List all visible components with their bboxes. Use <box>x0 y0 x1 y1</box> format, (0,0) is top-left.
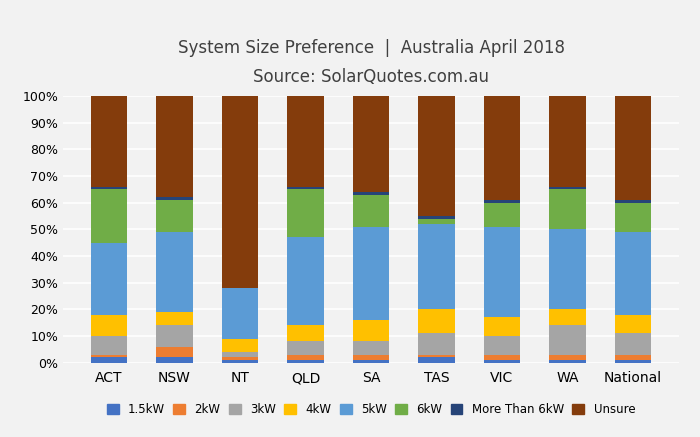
Bar <box>91 187 127 190</box>
Bar <box>550 96 585 187</box>
Title: System Size Preference  |  Australia April 2018
Source: SolarQuotes.com.au: System Size Preference | Australia April… <box>178 39 564 86</box>
Bar <box>615 200 651 203</box>
Bar <box>91 336 127 355</box>
Bar <box>353 195 389 227</box>
Bar <box>550 326 585 355</box>
Bar <box>288 96 323 187</box>
Bar <box>550 229 585 309</box>
Bar <box>615 315 651 333</box>
Bar <box>419 355 454 357</box>
Bar <box>419 357 454 363</box>
Bar <box>419 219 454 224</box>
Bar <box>157 96 193 198</box>
Bar <box>550 355 585 360</box>
Bar <box>353 192 389 195</box>
Bar <box>550 190 585 229</box>
Bar <box>91 96 127 187</box>
Bar <box>484 227 520 317</box>
Bar <box>419 309 454 333</box>
Bar <box>222 288 258 339</box>
Bar <box>288 360 323 363</box>
Bar <box>91 355 127 357</box>
Bar <box>91 357 127 363</box>
Bar <box>222 357 258 360</box>
Bar <box>288 189 323 237</box>
Bar <box>353 96 389 192</box>
Bar <box>484 317 520 336</box>
Bar <box>615 96 651 200</box>
Bar <box>222 352 258 357</box>
Bar <box>353 320 389 341</box>
Bar <box>419 96 454 216</box>
Bar <box>353 355 389 360</box>
Bar <box>615 355 651 360</box>
Bar <box>615 333 651 355</box>
Bar <box>419 333 454 355</box>
Bar <box>550 187 585 190</box>
Bar <box>419 216 454 219</box>
Bar <box>91 243 127 315</box>
Bar <box>288 237 323 326</box>
Legend: 1.5kW, 2kW, 3kW, 4kW, 5kW, 6kW, More Than 6kW, Unsure: 1.5kW, 2kW, 3kW, 4kW, 5kW, 6kW, More Tha… <box>106 403 636 416</box>
Bar <box>484 355 520 360</box>
Bar <box>353 341 389 355</box>
Bar <box>484 203 520 227</box>
Bar <box>353 360 389 363</box>
Bar <box>222 339 258 352</box>
Bar <box>288 355 323 360</box>
Bar <box>222 96 258 288</box>
Bar <box>157 357 193 363</box>
Bar <box>353 227 389 320</box>
Bar <box>157 232 193 312</box>
Bar <box>157 326 193 347</box>
Bar <box>615 232 651 315</box>
Bar <box>288 341 323 355</box>
Bar <box>484 336 520 355</box>
Bar <box>157 347 193 357</box>
Bar <box>419 224 454 309</box>
Bar <box>615 360 651 363</box>
Bar <box>484 96 520 200</box>
Bar <box>222 360 258 363</box>
Bar <box>550 360 585 363</box>
Bar <box>550 309 585 326</box>
Bar <box>91 189 127 243</box>
Bar <box>288 187 323 190</box>
Bar <box>157 198 193 200</box>
Bar <box>484 360 520 363</box>
Bar <box>91 315 127 336</box>
Bar <box>615 203 651 232</box>
Bar <box>157 200 193 232</box>
Bar <box>484 200 520 203</box>
Bar <box>157 312 193 326</box>
Bar <box>288 326 323 341</box>
